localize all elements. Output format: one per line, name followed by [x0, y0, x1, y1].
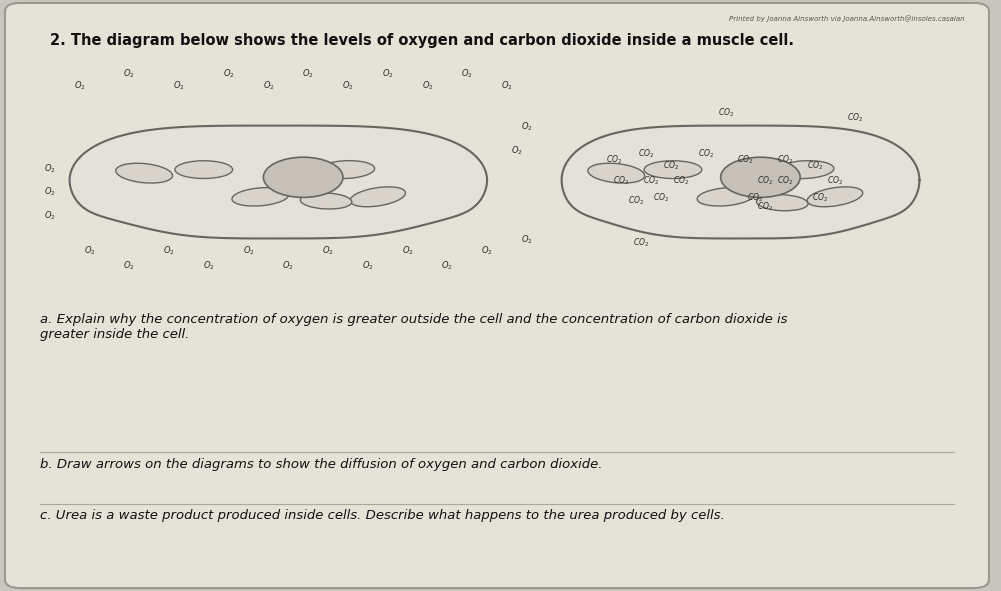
Text: $CO_2$: $CO_2$: [663, 159, 679, 172]
Text: $CO_2$: $CO_2$: [718, 106, 734, 119]
Text: $O_2$: $O_2$: [84, 245, 95, 258]
Text: $O_2$: $O_2$: [74, 79, 85, 92]
Text: $CO_2$: $CO_2$: [628, 194, 645, 207]
Text: $CO_2$: $CO_2$: [748, 191, 764, 204]
Ellipse shape: [300, 193, 351, 209]
Text: $O_2$: $O_2$: [123, 67, 135, 80]
Text: $O_2$: $O_2$: [421, 79, 433, 92]
Text: $CO_2$: $CO_2$: [777, 153, 794, 166]
Text: c. Urea is a waste product produced inside cells. Describe what happens to the u: c. Urea is a waste product produced insi…: [40, 509, 725, 522]
Text: b. Draw arrows on the diagrams to show the diffusion of oxygen and carbon dioxid: b. Draw arrows on the diagrams to show t…: [40, 458, 603, 471]
Ellipse shape: [263, 157, 343, 197]
Ellipse shape: [232, 187, 289, 206]
Ellipse shape: [644, 161, 702, 178]
Text: a. Explain why the concentration of oxygen is greater outside the cell and the c: a. Explain why the concentration of oxyg…: [40, 313, 787, 341]
Text: $O_2$: $O_2$: [282, 259, 294, 272]
FancyBboxPatch shape: [5, 3, 989, 588]
Text: $O_2$: $O_2$: [302, 67, 314, 80]
Ellipse shape: [317, 161, 374, 178]
Text: $O_2$: $O_2$: [381, 67, 393, 80]
Text: $CO_2$: $CO_2$: [847, 112, 863, 125]
Text: $CO_2$: $CO_2$: [738, 153, 754, 166]
Ellipse shape: [777, 161, 834, 178]
Text: $CO_2$: $CO_2$: [827, 174, 843, 187]
Ellipse shape: [697, 187, 754, 206]
Text: $O_2$: $O_2$: [223, 67, 234, 80]
Ellipse shape: [588, 163, 645, 183]
Ellipse shape: [175, 161, 232, 178]
Text: $CO_2$: $CO_2$: [643, 174, 660, 187]
Text: $CO_2$: $CO_2$: [607, 153, 623, 166]
Text: $CO_2$: $CO_2$: [633, 236, 650, 249]
Text: 2. The diagram below shows the levels of oxygen and carbon dioxide inside a musc: 2. The diagram below shows the levels of…: [50, 33, 794, 47]
Text: $O_2$: $O_2$: [481, 245, 492, 258]
Text: $CO_2$: $CO_2$: [812, 191, 828, 204]
Text: $CO_2$: $CO_2$: [653, 191, 669, 204]
Polygon shape: [70, 126, 487, 238]
Text: $O_2$: $O_2$: [461, 67, 473, 80]
Text: $O_2$: $O_2$: [502, 79, 513, 92]
Text: $O_2$: $O_2$: [441, 259, 453, 272]
Text: $CO_2$: $CO_2$: [807, 159, 823, 172]
Text: $O_2$: $O_2$: [322, 245, 334, 258]
Text: $O_2$: $O_2$: [44, 186, 56, 199]
Ellipse shape: [807, 187, 863, 207]
Ellipse shape: [350, 187, 405, 207]
Text: $CO_2$: $CO_2$: [698, 147, 714, 160]
Text: $O_2$: $O_2$: [44, 162, 56, 175]
Text: $O_2$: $O_2$: [521, 233, 533, 246]
Text: $CO_2$: $CO_2$: [758, 200, 774, 213]
Text: $O_2$: $O_2$: [401, 245, 413, 258]
Text: $CO_2$: $CO_2$: [638, 147, 655, 160]
Text: $O_2$: $O_2$: [511, 144, 523, 157]
Text: $O_2$: $O_2$: [123, 259, 135, 272]
Text: $O_2$: $O_2$: [173, 79, 185, 92]
Text: $CO_2$: $CO_2$: [614, 174, 630, 187]
Text: $CO_2$: $CO_2$: [673, 174, 689, 187]
Text: Printed by Joanna Ainsworth via Joanna.Ainsworth@insoles.casaian: Printed by Joanna Ainsworth via Joanna.A…: [729, 15, 964, 21]
Text: $O_2$: $O_2$: [262, 79, 274, 92]
Text: $O_2$: $O_2$: [44, 209, 56, 222]
Text: $O_2$: $O_2$: [203, 259, 214, 272]
Text: $O_2$: $O_2$: [242, 245, 254, 258]
Text: $O_2$: $O_2$: [342, 79, 353, 92]
Text: $CO_2$: $CO_2$: [777, 174, 794, 187]
Text: $O_2$: $O_2$: [521, 121, 533, 134]
Text: $CO_2$: $CO_2$: [758, 174, 774, 187]
Ellipse shape: [757, 194, 808, 211]
Ellipse shape: [116, 163, 172, 183]
Ellipse shape: [721, 157, 800, 197]
Text: $O_2$: $O_2$: [362, 259, 373, 272]
Text: $O_2$: $O_2$: [163, 245, 175, 258]
Polygon shape: [562, 126, 920, 238]
